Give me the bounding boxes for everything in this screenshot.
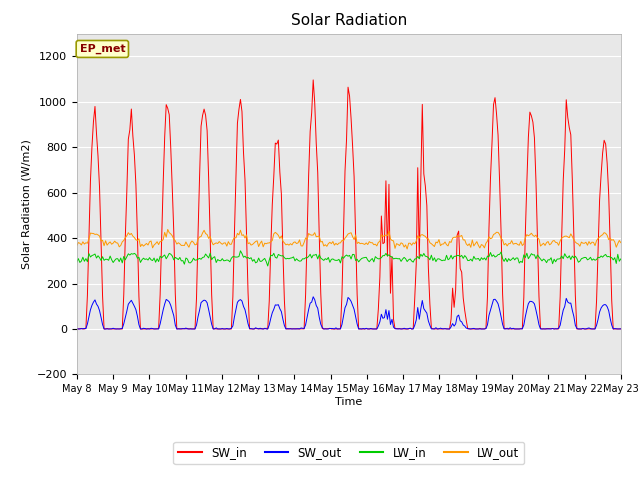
Line: SW_in: SW_in [77, 80, 621, 329]
SW_in [589, 326, 597, 332]
LW_in [617, 256, 625, 262]
LW_out [264, 240, 271, 246]
SW_out [314, 305, 321, 311]
SW_out [74, 326, 82, 332]
SW_in [141, 326, 149, 332]
LW_out [237, 228, 244, 233]
SW_out [237, 297, 244, 302]
LW_out [403, 246, 411, 252]
SW_in [73, 326, 81, 332]
LW_in [589, 256, 597, 262]
Legend: SW_in, SW_out, LW_in, LW_out: SW_in, SW_out, LW_in, LW_out [173, 442, 524, 464]
LW_in [255, 255, 262, 261]
LW_in [314, 256, 321, 262]
SW_out [264, 326, 271, 332]
LW_in [73, 259, 81, 265]
LW_out [255, 244, 262, 250]
LW_in [140, 255, 147, 261]
Line: SW_out: SW_out [77, 297, 621, 329]
SW_out [141, 326, 149, 332]
Line: LW_in: LW_in [77, 251, 621, 266]
SW_in [237, 96, 244, 102]
LW_in [264, 263, 271, 269]
Y-axis label: Solar Radiation (W/m2): Solar Radiation (W/m2) [21, 139, 31, 269]
SW_out [589, 326, 597, 332]
X-axis label: Time: Time [335, 397, 362, 407]
SW_in [314, 170, 321, 176]
Title: Solar Radiation: Solar Radiation [291, 13, 407, 28]
SW_in [264, 326, 271, 332]
SW_out [255, 326, 262, 332]
LW_in [235, 253, 243, 259]
LW_out [312, 234, 320, 240]
LW_in [266, 257, 273, 263]
SW_in [309, 77, 317, 83]
SW_out [309, 294, 317, 300]
LW_out [140, 243, 147, 249]
LW_in [237, 248, 244, 254]
SW_in [617, 326, 625, 332]
Text: EP_met: EP_met [79, 44, 125, 54]
LW_out [164, 227, 172, 232]
SW_out [73, 325, 81, 331]
LW_out [589, 240, 597, 245]
SW_in [255, 326, 262, 332]
SW_in [74, 326, 82, 332]
LW_out [73, 242, 81, 248]
LW_out [617, 240, 625, 245]
SW_out [617, 326, 625, 332]
Line: LW_out: LW_out [77, 229, 621, 249]
